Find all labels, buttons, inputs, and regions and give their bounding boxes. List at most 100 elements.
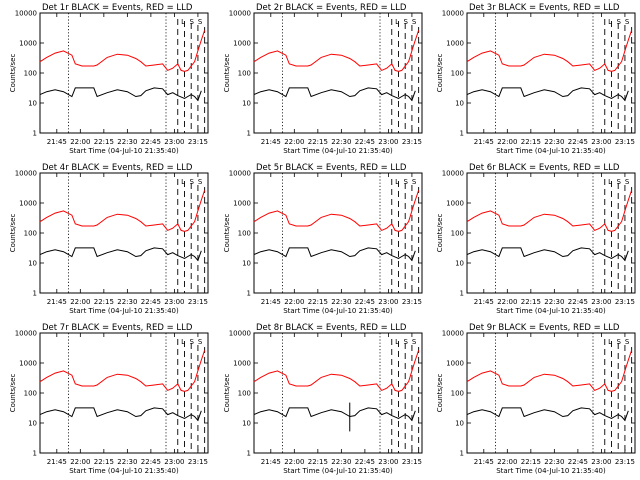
- x-tick-label: 21:45: [474, 458, 494, 466]
- x-tick-label: 23:00: [164, 138, 184, 146]
- y-axis-label: Counts/sec: [9, 214, 17, 253]
- marker-glyph: L: [395, 338, 399, 346]
- y-tick-label: 1: [247, 290, 251, 298]
- y-tick-label: 100: [451, 230, 464, 238]
- x-tick-label: 22:15: [521, 458, 541, 466]
- plot-frame: [39, 332, 209, 454]
- y-tick-label: 100: [451, 70, 464, 78]
- y-tick-label: 10: [455, 260, 464, 268]
- y-tick-label: 10: [28, 100, 37, 108]
- x-tick-label: 23:15: [615, 458, 635, 466]
- x-tick-label: 22:45: [355, 298, 375, 306]
- y-tick-label: 1: [247, 130, 251, 138]
- lld-series-line: [39, 30, 206, 72]
- x-axis-label: Start Time (04-Jul-10 21:35:40): [69, 307, 179, 315]
- marker-glyph: S: [404, 18, 409, 26]
- y-tick-label: 1000: [446, 200, 464, 208]
- y-tick-label: 1: [247, 450, 251, 458]
- marker-glyph: L: [181, 338, 185, 346]
- y-tick-label: 1000: [19, 40, 37, 48]
- y-axis-label: Counts/sec: [436, 54, 444, 93]
- marker-glyph: L: [181, 18, 185, 26]
- x-tick-label: 23:00: [164, 298, 184, 306]
- y-tick-label: 100: [24, 70, 37, 78]
- panel-title: Det 8r BLACK = Events, RED = LLD: [256, 323, 407, 333]
- y-tick-label: 10000: [442, 170, 464, 178]
- x-tick-label: 23:15: [402, 138, 422, 146]
- marker-glyph: L: [608, 178, 612, 186]
- x-tick-label: 22:00: [284, 138, 304, 146]
- marker-glyph: S: [190, 178, 195, 186]
- y-tick-label: 1000: [233, 40, 251, 48]
- x-tick-label: 22:00: [70, 458, 90, 466]
- y-tick-label: 10000: [229, 330, 251, 338]
- x-tick-label: 21:45: [474, 298, 494, 306]
- marker-glyph: S: [190, 338, 195, 346]
- lld-series-line: [253, 30, 420, 72]
- y-tick-label: 10: [455, 100, 464, 108]
- events-series-line: [466, 247, 629, 262]
- x-tick-label: 22:30: [544, 458, 564, 466]
- lld-series-line: [39, 350, 206, 392]
- events-series-line: [466, 407, 629, 422]
- x-tick-label: 22:00: [70, 298, 90, 306]
- x-axis-label: Start Time (04-Jul-10 21:35:40): [283, 147, 393, 155]
- y-tick-label: 10000: [442, 10, 464, 18]
- y-tick-label: 1000: [19, 360, 37, 368]
- y-tick-label: 1000: [233, 200, 251, 208]
- marker-glyph: S: [198, 338, 203, 346]
- x-tick-label: 23:00: [591, 458, 611, 466]
- x-tick-label: 22:45: [141, 458, 161, 466]
- x-tick-label: 21:45: [474, 138, 494, 146]
- x-tick-label: 22:15: [308, 458, 328, 466]
- panel-5: Det 5r BLACK = Events, RED = LLD 1 10 100 10…: [223, 163, 423, 315]
- y-tick-label: 10: [242, 260, 251, 268]
- x-tick-label: 21:45: [261, 458, 281, 466]
- marker-glyph: S: [412, 338, 417, 346]
- panel-9: Det 9r BLACK = Events, RED = LLD 1 10 100 10…: [436, 323, 636, 475]
- panel-title: Det 9r BLACK = Events, RED = LLD: [469, 323, 620, 333]
- panel-4: Det 4r BLACK = Events, RED = LLD 1 10 100 10…: [9, 163, 209, 315]
- x-tick-label: 22:15: [94, 298, 114, 306]
- lld-series-line: [39, 190, 206, 232]
- lld-series-line: [466, 30, 633, 72]
- marker-glyph: S: [198, 178, 203, 186]
- marker-glyph: S: [625, 18, 630, 26]
- lld-series-line: [253, 190, 420, 232]
- plot-frame: [253, 172, 423, 294]
- y-axis-label: Counts/sec: [223, 214, 231, 253]
- x-tick-label: 22:00: [497, 138, 517, 146]
- y-tick-label: 100: [24, 230, 37, 238]
- events-series-line: [253, 247, 416, 262]
- x-tick-label: 22:30: [117, 458, 137, 466]
- y-tick-label: 10000: [229, 10, 251, 18]
- marker-glyph: L: [395, 18, 399, 26]
- x-tick-label: 22:15: [308, 298, 328, 306]
- panel-title: Det 4r BLACK = Events, RED = LLD: [42, 163, 193, 173]
- panel-title: Det 7r BLACK = Events, RED = LLD: [42, 323, 193, 333]
- y-tick-label: 10000: [15, 10, 37, 18]
- x-tick-label: 22:15: [521, 298, 541, 306]
- y-tick-label: 10000: [15, 330, 37, 338]
- x-tick-label: 23:00: [378, 298, 398, 306]
- y-axis-label: Counts/sec: [9, 54, 17, 93]
- x-tick-label: 22:45: [141, 138, 161, 146]
- x-tick-label: 22:15: [94, 138, 114, 146]
- x-axis-label: Start Time (04-Jul-10 21:35:40): [69, 467, 179, 475]
- panel-1: Det 1r BLACK = Events, RED = LLD 1 10 100 10…: [9, 3, 209, 155]
- marker-glyph: S: [404, 178, 409, 186]
- x-axis-label: Start Time (04-Jul-10 21:35:40): [283, 307, 393, 315]
- y-tick-label: 1000: [446, 40, 464, 48]
- panel-title: Det 5r BLACK = Events, RED = LLD: [256, 163, 407, 173]
- marker-glyph: S: [190, 18, 195, 26]
- events-series-line: [253, 407, 416, 422]
- y-tick-label: 10000: [15, 170, 37, 178]
- y-tick-label: 1000: [19, 200, 37, 208]
- x-tick-label: 22:30: [117, 138, 137, 146]
- x-tick-label: 23:00: [591, 298, 611, 306]
- x-tick-label: 23:15: [402, 298, 422, 306]
- y-tick-label: 1: [460, 450, 464, 458]
- marker-glyph: L: [181, 178, 185, 186]
